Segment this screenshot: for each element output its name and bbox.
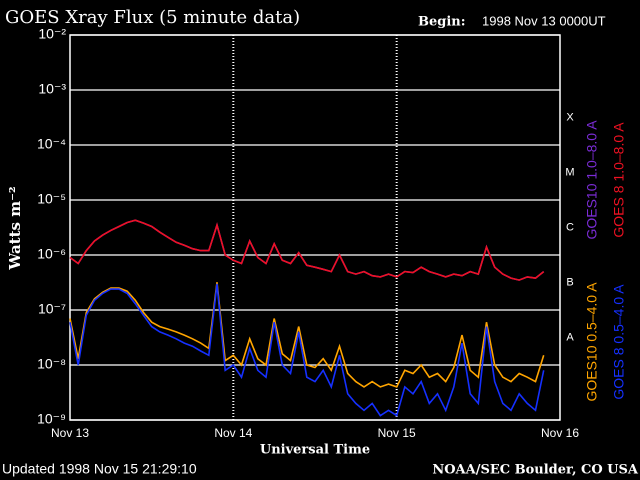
flare-class-label: X bbox=[566, 111, 574, 123]
series-line bbox=[69, 219, 545, 281]
series-line bbox=[69, 282, 545, 388]
begin-value: 1998 Nov 13 0000UT bbox=[482, 13, 606, 28]
updated-note: Updated 1998 Nov 15 21:29:10 bbox=[2, 461, 197, 477]
x-tick-label: Nov 14 bbox=[214, 426, 252, 440]
flare-class-label: A bbox=[566, 331, 574, 343]
y-tick-label: 10⁻⁶ bbox=[37, 246, 66, 262]
y-tick-label: 10⁻² bbox=[38, 26, 66, 42]
x-tick-label: Nov 16 bbox=[541, 426, 579, 440]
y-tick-label: 10⁻⁸ bbox=[37, 356, 66, 372]
legend-label: GOES 8 0.5–4.0 A bbox=[611, 284, 627, 400]
series-line bbox=[69, 219, 545, 281]
x-tick-label: Nov 13 bbox=[51, 426, 89, 440]
flare-class-label: B bbox=[566, 276, 573, 288]
flare-class-label: M bbox=[565, 166, 574, 178]
y-tick-label: 10⁻⁷ bbox=[38, 301, 66, 317]
y-tick-label: 10⁻⁹ bbox=[37, 411, 66, 427]
x-tick-label: Nov 15 bbox=[378, 426, 416, 440]
chart-title: GOES Xray Flux (5 minute data) bbox=[5, 7, 300, 28]
y-axis-label: Watts m⁻² bbox=[6, 186, 24, 270]
legend-label: GOES10 1.0–8.0 A bbox=[584, 120, 600, 240]
x-axis-label: Universal Time bbox=[260, 443, 370, 458]
legend-label: GOES10 0.5–4.0 A bbox=[584, 282, 600, 402]
plot-frame bbox=[69, 34, 561, 421]
y-tick-label: 10⁻⁴ bbox=[37, 136, 66, 152]
y-tick-label: 10⁻⁵ bbox=[37, 191, 66, 207]
begin-label: Begin: bbox=[418, 15, 466, 30]
legend-label: GOES 8 1.0–8.0 A bbox=[611, 122, 627, 238]
series-line bbox=[69, 283, 545, 417]
y-tick-label: 10⁻³ bbox=[38, 81, 66, 97]
credit: NOAA/SEC Boulder, CO USA bbox=[432, 463, 639, 478]
flare-class-label: C bbox=[566, 221, 574, 233]
